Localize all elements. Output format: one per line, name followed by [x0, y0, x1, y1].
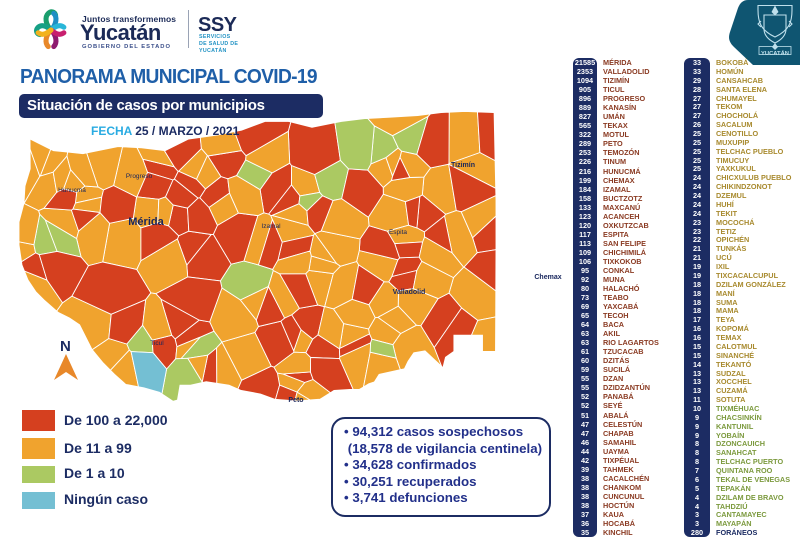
svg-text:Mérida: Mérida [128, 216, 164, 228]
svg-text:Peto: Peto [288, 397, 303, 404]
svg-text:Hunucmá: Hunucmá [58, 187, 86, 194]
svg-text:Espita: Espita [389, 229, 407, 236]
svg-text:Izamal: Izamal [261, 223, 281, 230]
svg-text:Chemax: Chemax [534, 274, 561, 281]
svg-text:Tizimín: Tizimín [451, 162, 475, 169]
svg-text:Ticul: Ticul [150, 340, 164, 347]
svg-text:Valladolid: Valladolid [393, 289, 426, 296]
svg-text:Progreso: Progreso [126, 173, 153, 180]
